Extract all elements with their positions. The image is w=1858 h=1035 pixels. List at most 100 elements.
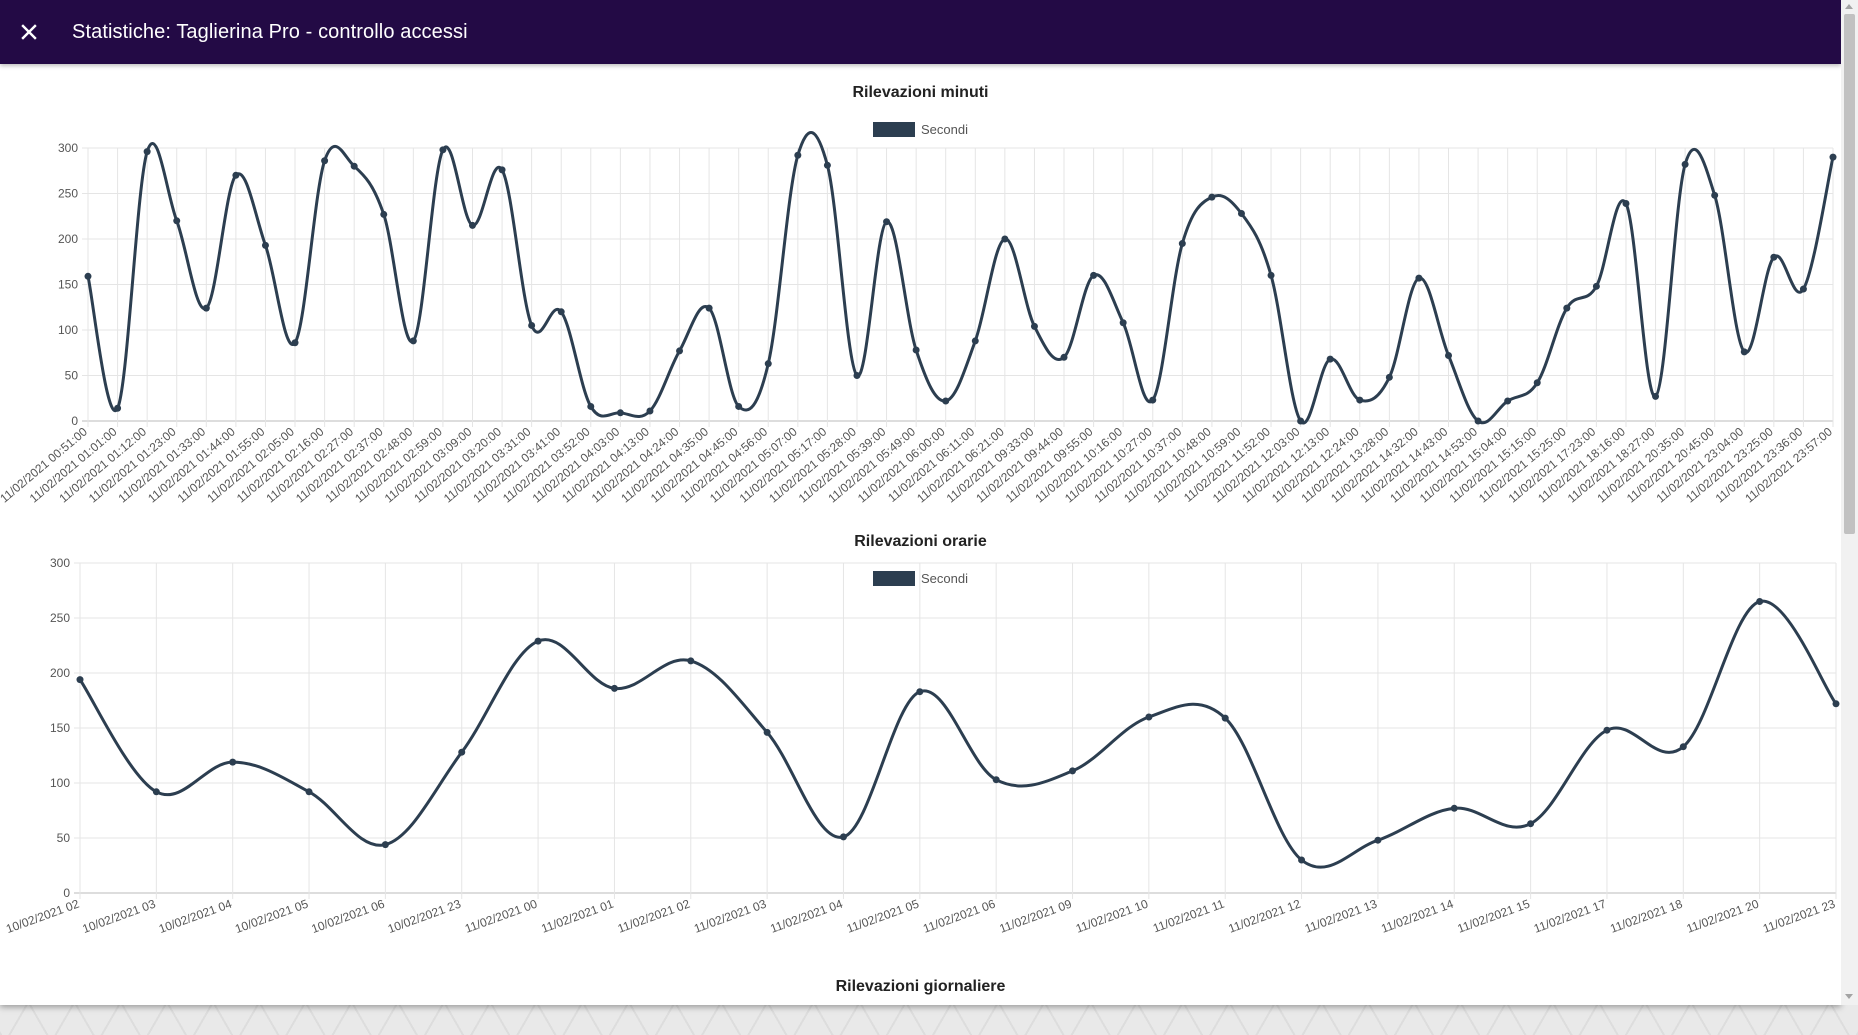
data-point[interactable] [916, 688, 924, 696]
data-point[interactable] [1356, 396, 1364, 404]
data-point[interactable] [84, 272, 92, 280]
data-point[interactable] [705, 304, 713, 312]
data-point[interactable] [1504, 397, 1512, 405]
data-point[interactable] [1267, 271, 1275, 279]
data-point[interactable] [1060, 353, 1068, 361]
data-point[interactable] [321, 157, 329, 165]
data-point[interactable] [232, 171, 240, 179]
scroll-up-icon[interactable] [1845, 4, 1853, 9]
data-point[interactable] [883, 218, 891, 226]
data-point[interactable] [794, 151, 802, 159]
data-point[interactable] [380, 210, 388, 218]
data-point[interactable] [687, 657, 695, 665]
data-point[interactable] [1445, 351, 1453, 359]
data-point[interactable] [305, 788, 313, 796]
chart-legend[interactable]: Secondi [0, 571, 1841, 586]
data-point[interactable] [1563, 304, 1571, 312]
data-point[interactable] [1527, 820, 1535, 828]
data-point[interactable] [1297, 417, 1305, 425]
chart-title: Rilevazioni minuti [852, 84, 989, 101]
data-point[interactable] [1681, 160, 1689, 168]
x-tick-label: 11/02/2021 15 [1456, 897, 1532, 936]
data-point[interactable] [646, 407, 654, 415]
data-point[interactable] [1474, 417, 1482, 425]
data-point[interactable] [1178, 240, 1186, 248]
data-point[interactable] [971, 337, 979, 345]
data-point[interactable] [1740, 348, 1748, 356]
dialog-title: Statistiche: Taglierina Pro - controllo … [72, 20, 468, 43]
data-point[interactable] [350, 162, 358, 170]
data-point[interactable] [291, 339, 299, 347]
scroll-thumb[interactable] [1844, 14, 1855, 534]
data-point[interactable] [1450, 804, 1458, 812]
data-point[interactable] [1298, 856, 1306, 864]
data-point[interactable] [912, 346, 920, 354]
data-point[interactable] [853, 372, 861, 379]
data-point[interactable] [1001, 235, 1009, 243]
data-point[interactable] [173, 217, 181, 225]
data-point[interactable] [229, 758, 237, 766]
data-point[interactable] [1385, 373, 1393, 381]
x-tick-label: 10/02/2021 02 [4, 897, 81, 937]
data-point[interactable] [261, 241, 269, 249]
close-icon [21, 24, 37, 40]
chart-legend[interactable]: Secondi [0, 122, 1841, 137]
data-point[interactable] [1770, 253, 1778, 261]
data-point[interactable] [763, 728, 771, 736]
data-point[interactable] [1149, 396, 1157, 404]
data-point[interactable] [676, 347, 684, 355]
data-point[interactable] [498, 166, 506, 174]
data-point[interactable] [942, 397, 950, 405]
data-point[interactable] [1415, 274, 1423, 282]
data-point[interactable] [1090, 271, 1098, 279]
data-point[interactable] [1374, 836, 1382, 844]
data-point[interactable] [202, 304, 210, 312]
data-point[interactable] [1652, 392, 1660, 400]
scroll-down-icon[interactable] [1845, 994, 1853, 999]
data-point[interactable] [1069, 767, 1077, 775]
data-point[interactable] [1145, 713, 1153, 721]
data-point[interactable] [1832, 700, 1840, 708]
data-point[interactable] [409, 337, 417, 345]
data-point[interactable] [1030, 322, 1038, 330]
data-point[interactable] [764, 360, 772, 368]
series-line [86, 131, 1835, 425]
data-point[interactable] [1119, 319, 1127, 327]
data-point[interactable] [1208, 193, 1216, 201]
data-point[interactable] [1603, 726, 1611, 734]
data-point[interactable] [587, 402, 595, 410]
data-point[interactable] [823, 161, 831, 169]
data-point[interactable] [1679, 743, 1687, 751]
data-point[interactable] [152, 788, 160, 796]
data-point[interactable] [1622, 200, 1630, 208]
data-point[interactable] [114, 404, 122, 412]
data-point[interactable] [458, 748, 466, 756]
close-button[interactable] [14, 17, 44, 47]
data-point[interactable] [1711, 191, 1719, 199]
data-point[interactable] [1829, 153, 1837, 161]
data-point[interactable] [1221, 714, 1229, 722]
vertical-scrollbar[interactable] [1841, 0, 1858, 1005]
data-point[interactable] [1799, 285, 1807, 293]
data-point[interactable] [1592, 282, 1600, 290]
data-point[interactable] [735, 402, 743, 410]
data-point[interactable] [381, 841, 389, 849]
data-point[interactable] [468, 221, 476, 229]
data-point[interactable] [1237, 210, 1245, 218]
x-tick-label: 11/02/2021 01 [539, 897, 615, 936]
data-point[interactable] [528, 321, 536, 329]
data-point[interactable] [1533, 379, 1541, 387]
data-point[interactable] [610, 684, 618, 692]
data-point[interactable] [439, 146, 447, 154]
data-point[interactable] [143, 148, 151, 156]
data-point[interactable] [76, 676, 84, 684]
data-point[interactable] [616, 409, 624, 417]
y-tick-label: 50 [57, 831, 71, 845]
data-point[interactable] [1756, 598, 1764, 605]
data-point[interactable] [1326, 355, 1334, 363]
data-point[interactable] [839, 833, 847, 841]
data-point[interactable] [557, 308, 565, 316]
data-point[interactable] [992, 776, 1000, 784]
data-point[interactable] [534, 637, 542, 645]
